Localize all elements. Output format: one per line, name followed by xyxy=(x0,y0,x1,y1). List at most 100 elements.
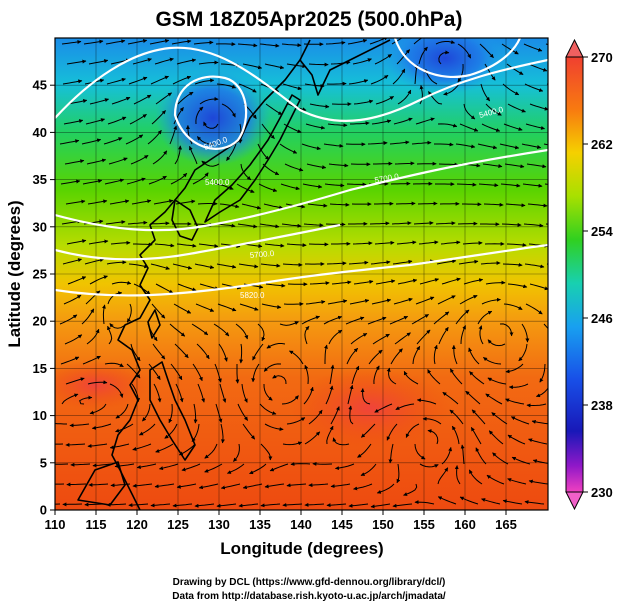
streamline-arrow xyxy=(485,103,502,116)
x-tick-label: 115 xyxy=(86,517,107,532)
streamline-arrow xyxy=(263,203,284,210)
colorbar-tick-label: 238 xyxy=(591,398,613,413)
streamline-arrow xyxy=(304,325,310,345)
streamline-arrow xyxy=(133,242,153,247)
streamline-arrow xyxy=(282,262,303,267)
streamline-arrow xyxy=(154,243,175,248)
streamline-arrow xyxy=(196,343,210,360)
streamline-arrow xyxy=(86,328,100,345)
streamline-arrow xyxy=(153,199,174,205)
streamline-arrow xyxy=(219,203,240,209)
streamline-arrow xyxy=(326,261,347,266)
streamline-arrow xyxy=(259,403,277,415)
streamline-arrow xyxy=(324,183,345,188)
streamline-arrow xyxy=(281,43,302,48)
streamline-arrow xyxy=(249,463,267,475)
streamline-arrow xyxy=(290,461,311,466)
streamline-arrow xyxy=(213,323,230,337)
streamline-arrow xyxy=(105,220,126,225)
streamline-arrow xyxy=(236,183,255,193)
streamline-arrow xyxy=(543,323,548,330)
streamline-arrow xyxy=(488,430,504,445)
streamline-arrow xyxy=(85,118,105,125)
streamline-arrow xyxy=(433,311,450,325)
streamline-arrow xyxy=(501,222,522,227)
streamline-arrow xyxy=(369,221,390,226)
streamline-arrow xyxy=(360,423,376,438)
streamline-arrow xyxy=(419,278,439,285)
streamline-arrow xyxy=(330,483,351,489)
colorbar-min-arrow xyxy=(565,491,584,511)
streamline-arrow xyxy=(220,423,225,444)
streamline-arrow xyxy=(391,38,403,45)
streamline-arrow xyxy=(188,145,198,165)
streamline-arrow xyxy=(357,443,372,458)
streamline-arrow xyxy=(148,175,167,185)
streamline-arrow xyxy=(456,182,477,187)
contour-label: 5700.0 xyxy=(374,172,400,185)
streamline-arrow xyxy=(130,343,141,362)
streamline-arrow xyxy=(88,59,109,65)
streamline-arrow xyxy=(506,63,524,75)
streamline-arrow xyxy=(412,345,421,365)
streamline-arrow xyxy=(414,500,435,505)
streamline-arrow xyxy=(154,57,174,65)
streamline-arrow xyxy=(440,240,461,245)
streamline-arrow xyxy=(475,447,487,465)
streamline-arrow xyxy=(367,141,388,146)
streamline-arrow xyxy=(455,309,470,325)
streamline-arrow xyxy=(323,344,328,364)
streamline-arrow xyxy=(326,81,347,86)
streamline-arrow xyxy=(240,163,252,181)
streamline-arrow xyxy=(149,39,170,45)
streamline-arrow xyxy=(111,280,132,285)
streamline-arrow xyxy=(507,478,527,485)
streamline-arrow xyxy=(284,163,304,172)
streamline-arrow xyxy=(219,383,227,403)
streamline-arrow xyxy=(87,443,108,448)
streamline-arrow xyxy=(529,103,548,111)
borneo xyxy=(77,461,126,506)
streamline-arrow xyxy=(347,384,354,405)
streamline-arrow xyxy=(396,463,401,484)
streamline-arrow xyxy=(543,143,548,146)
streamline-arrow xyxy=(524,500,545,505)
streamline-arrow xyxy=(454,465,461,485)
streamline-arrow xyxy=(527,203,548,208)
streamline-arrow xyxy=(352,241,373,246)
streamline-arrow xyxy=(546,263,548,265)
streamline-arrow xyxy=(546,83,548,85)
streamline-arrow xyxy=(63,294,82,305)
colorbar-tick-label: 246 xyxy=(591,311,613,326)
streamline-arrow xyxy=(459,496,479,505)
streamline-arrow xyxy=(532,459,548,464)
streamline-arrow xyxy=(419,463,439,468)
streamline-arrow xyxy=(437,123,458,128)
streamline-arrow xyxy=(64,334,83,345)
streamline-arrow xyxy=(328,163,349,168)
streamline-arrow xyxy=(241,383,248,403)
streamline-arrow xyxy=(470,427,482,445)
streamline-arrow xyxy=(390,348,403,365)
streamline-arrow xyxy=(289,350,304,365)
streamline-arrow xyxy=(216,263,237,269)
streamline-arrow xyxy=(525,123,545,130)
streamline-arrow xyxy=(438,162,459,167)
streamline-arrow xyxy=(302,183,323,189)
streamline-arrow xyxy=(86,158,107,165)
y-tick-label: 20 xyxy=(33,314,47,329)
streamline-arrow xyxy=(164,423,178,439)
streamline-arrow xyxy=(449,409,464,425)
streamline-arrow xyxy=(331,280,352,285)
streamline-arrow xyxy=(479,43,494,59)
streamline-arrow xyxy=(191,423,200,442)
streamline-arrow xyxy=(505,203,526,208)
streamline-arrow xyxy=(468,347,480,365)
streamline-arrow xyxy=(239,343,244,364)
streamline-arrow xyxy=(524,263,545,269)
streamline-arrow xyxy=(101,304,106,325)
streamline-arrow xyxy=(107,116,127,125)
streamline-arrow xyxy=(394,161,415,166)
streamline-arrow xyxy=(397,278,418,285)
streamline-arrow xyxy=(327,299,348,305)
